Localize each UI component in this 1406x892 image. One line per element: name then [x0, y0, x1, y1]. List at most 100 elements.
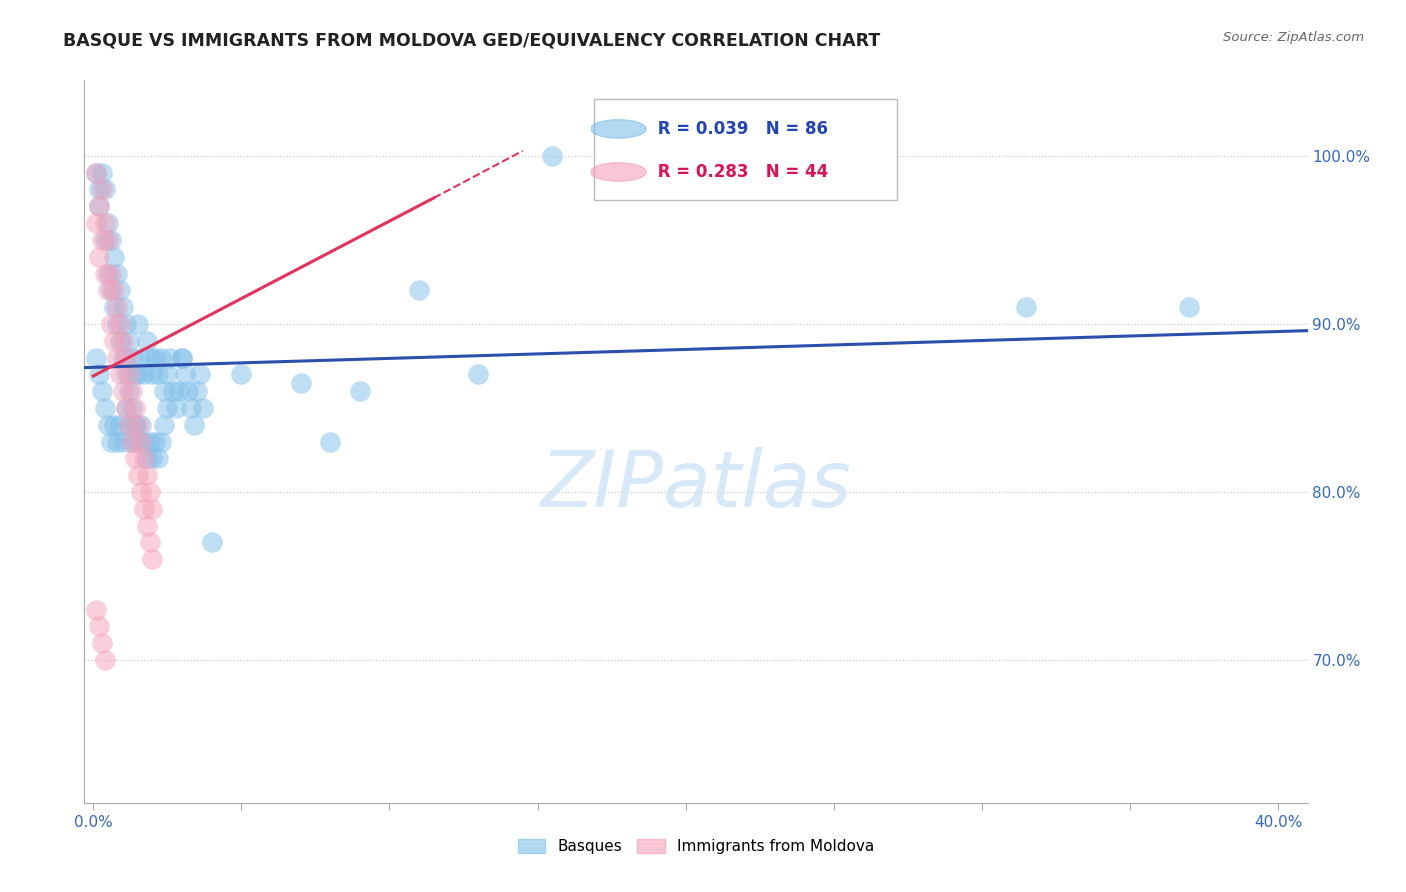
- Point: [91, 166, 114, 180]
- Point: [114, 401, 136, 415]
- Point: [124, 451, 146, 466]
- Text: ZIPatlas: ZIPatlas: [540, 447, 852, 523]
- Point: [159, 351, 181, 365]
- Point: [89, 619, 111, 633]
- Point: [150, 351, 173, 365]
- Point: [135, 518, 157, 533]
- Point: [108, 283, 131, 297]
- Point: [138, 485, 160, 500]
- Point: [132, 368, 155, 382]
- Point: [114, 351, 136, 365]
- Point: [172, 351, 194, 365]
- Point: [132, 434, 155, 449]
- Point: [105, 351, 128, 365]
- Point: [118, 417, 141, 432]
- Point: [127, 417, 149, 432]
- Point: [124, 368, 146, 382]
- Point: [186, 384, 208, 398]
- Point: [89, 199, 111, 213]
- Point: [91, 233, 114, 247]
- Point: [174, 368, 197, 382]
- Point: [100, 434, 122, 449]
- Point: [100, 283, 122, 297]
- Point: [172, 351, 194, 365]
- Point: [103, 334, 125, 348]
- Point: [89, 250, 111, 264]
- Point: [121, 401, 143, 415]
- Point: [127, 468, 149, 483]
- Point: [129, 417, 152, 432]
- Point: [138, 351, 160, 365]
- Point: [100, 317, 122, 331]
- Point: [141, 451, 163, 466]
- Point: [132, 451, 155, 466]
- Point: [111, 334, 134, 348]
- Point: [89, 368, 111, 382]
- Legend: Basques, Immigrants from Moldova: Basques, Immigrants from Moldova: [512, 832, 880, 860]
- Point: [94, 401, 117, 415]
- Point: [94, 267, 117, 281]
- Point: [127, 434, 149, 449]
- Point: [94, 653, 117, 667]
- Point: [148, 451, 170, 466]
- Point: [91, 636, 114, 650]
- Point: [290, 376, 312, 390]
- Point: [167, 384, 190, 398]
- Point: [94, 216, 117, 230]
- Point: [97, 267, 120, 281]
- Point: [89, 199, 111, 213]
- Point: [105, 267, 128, 281]
- Point: [121, 434, 143, 449]
- Point: [103, 417, 125, 432]
- Point: [124, 417, 146, 432]
- Point: [129, 434, 152, 449]
- Text: BASQUE VS IMMIGRANTS FROM MOLDOVA GED/EQUIVALENCY CORRELATION CHART: BASQUE VS IMMIGRANTS FROM MOLDOVA GED/EQ…: [63, 31, 880, 49]
- Point: [124, 401, 146, 415]
- Point: [349, 384, 371, 398]
- Text: Source: ZipAtlas.com: Source: ZipAtlas.com: [1223, 31, 1364, 45]
- Point: [124, 417, 146, 432]
- Point: [84, 216, 107, 230]
- Point: [108, 368, 131, 382]
- Point: [108, 334, 131, 348]
- Point: [111, 384, 134, 398]
- Point: [114, 401, 136, 415]
- Text: R = 0.283   N = 44: R = 0.283 N = 44: [652, 163, 828, 181]
- Point: [105, 434, 128, 449]
- Point: [408, 283, 430, 297]
- Point: [150, 434, 173, 449]
- Point: [97, 417, 120, 432]
- Point: [91, 384, 114, 398]
- Point: [165, 401, 187, 415]
- Point: [121, 351, 143, 365]
- Text: R = 0.039   N = 86: R = 0.039 N = 86: [652, 120, 828, 138]
- Point: [94, 233, 117, 247]
- Point: [127, 368, 149, 382]
- Point: [91, 182, 114, 196]
- Point: [114, 368, 136, 382]
- Point: [118, 384, 141, 398]
- Point: [111, 351, 134, 365]
- Point: [141, 501, 163, 516]
- Point: [108, 417, 131, 432]
- Point: [97, 283, 120, 297]
- Circle shape: [591, 162, 647, 181]
- Circle shape: [591, 120, 647, 138]
- Point: [191, 401, 214, 415]
- Point: [94, 182, 117, 196]
- Point: [135, 334, 157, 348]
- Point: [129, 485, 152, 500]
- Point: [97, 233, 120, 247]
- Point: [118, 417, 141, 432]
- Point: [84, 602, 107, 616]
- Point: [103, 283, 125, 297]
- Point: [97, 216, 120, 230]
- Point: [148, 368, 170, 382]
- Point: [105, 300, 128, 314]
- Point: [1178, 300, 1201, 314]
- Point: [778, 149, 800, 163]
- Point: [188, 368, 211, 382]
- Point: [180, 401, 202, 415]
- Point: [118, 368, 141, 382]
- Point: [100, 267, 122, 281]
